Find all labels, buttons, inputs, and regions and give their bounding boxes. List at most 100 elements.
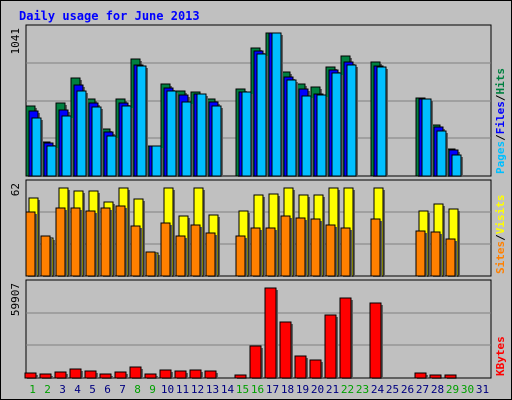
bar-highlight: [26, 374, 27, 377]
bar-highlight: [102, 209, 103, 275]
bar-highlight: [60, 111, 61, 175]
bar-pages-day-1: [31, 117, 43, 177]
bar-highlight: [183, 103, 184, 175]
bar-highlight: [258, 55, 259, 175]
bar-highlight: [285, 78, 286, 175]
day-label-21: 21: [326, 383, 339, 396]
bar-pages-day-24: [376, 66, 388, 177]
bar-body: [325, 224, 336, 277]
bar-kbytes-day-18: [279, 321, 293, 379]
day-label-17: 17: [266, 383, 279, 396]
bar-highlight: [138, 67, 139, 175]
bar-sites-day-13: [205, 232, 217, 277]
bar-body: [85, 210, 96, 277]
bar-pages-day-7: [121, 105, 133, 177]
max-label-middle: 62: [9, 183, 22, 196]
bar-highlight: [281, 323, 282, 377]
legend-pages: Pages: [494, 141, 507, 174]
day-label-1: 1: [29, 383, 36, 396]
bar-highlight: [240, 93, 241, 175]
bar-pages-day-3: [61, 115, 73, 177]
bar-pages-day-5: [91, 106, 103, 177]
bar-highlight: [162, 85, 163, 175]
bar-highlight: [312, 220, 313, 275]
legend-hits: Hits: [494, 68, 507, 95]
max-label-bottom: 59907: [9, 283, 22, 316]
bar-highlight: [318, 96, 319, 175]
bar-highlight: [57, 209, 58, 275]
bar-sites-day-21: [325, 224, 337, 277]
bar-highlight: [378, 68, 379, 175]
bar-highlight: [153, 147, 154, 175]
bar-sites-day-24: [370, 218, 382, 277]
bar-body: [250, 227, 261, 277]
bar-highlight: [117, 100, 118, 175]
bar-highlight: [243, 93, 244, 175]
legend-separator: /: [494, 234, 507, 241]
bar-highlight: [131, 368, 132, 377]
bar-sites-day-22: [340, 227, 352, 277]
bar-body: [414, 372, 427, 379]
bar-sites-day-2: [40, 235, 52, 277]
bar-body: [61, 115, 72, 177]
day-label-18: 18: [281, 383, 294, 396]
bar-body: [331, 72, 342, 177]
bar-highlight: [311, 361, 312, 377]
day-label-4: 4: [74, 383, 81, 396]
bar-highlight: [345, 63, 346, 175]
bar-highlight: [117, 207, 118, 275]
bar-highlight: [297, 219, 298, 275]
bar-body: [265, 227, 276, 277]
bar-body: [76, 90, 87, 177]
bar-highlight: [71, 370, 72, 377]
bar-sites-day-18: [280, 215, 292, 277]
bar-sites-day-27: [415, 230, 427, 277]
bar-body: [136, 65, 147, 177]
bar-highlight: [210, 103, 211, 175]
bar-kbytes-day-12: [189, 369, 203, 379]
bar-body: [129, 366, 142, 379]
bar-highlight: [252, 229, 253, 275]
bar-highlight: [236, 376, 237, 377]
legend-top: Pages/Files/Hits: [494, 68, 507, 174]
day-label-22: 22: [341, 383, 354, 396]
bar-body: [159, 369, 172, 379]
bar-highlight: [326, 316, 327, 377]
bar-sites-day-17: [265, 227, 277, 277]
bar-highlight: [57, 104, 58, 175]
bar-highlight: [120, 104, 121, 175]
bar-highlight: [101, 375, 102, 377]
day-label-24: 24: [371, 383, 385, 396]
day-label-13: 13: [206, 383, 219, 396]
bar-highlight: [177, 237, 178, 275]
bar-body: [151, 145, 162, 177]
bar-highlight: [195, 95, 196, 175]
bar-highlight: [30, 112, 31, 175]
bar-sites-day-8: [130, 225, 142, 277]
bar-highlight: [146, 375, 147, 377]
bar-highlight: [206, 372, 207, 377]
day-label-14: 14: [221, 383, 235, 396]
bar-highlight: [435, 128, 436, 175]
bar-kbytes-day-22: [339, 297, 353, 379]
bar-kbytes-day-8: [129, 366, 143, 379]
bar-highlight: [300, 90, 301, 175]
bar-highlight: [180, 96, 181, 175]
bar-kbytes-day-13: [204, 370, 218, 379]
day-label-10: 10: [161, 383, 174, 396]
bar-body: [121, 105, 132, 177]
bar-highlight: [288, 81, 289, 175]
bar-body: [339, 297, 352, 379]
bar-sites-day-11: [175, 235, 187, 277]
bar-body: [271, 32, 282, 177]
bar-body: [376, 66, 387, 177]
bar-highlight: [372, 63, 373, 175]
legend-separator: /: [494, 134, 507, 141]
bar-body: [130, 225, 141, 277]
bar-pages-day-12: [196, 93, 208, 177]
day-label-6: 6: [104, 383, 111, 396]
day-label-7: 7: [119, 383, 126, 396]
bar-highlight: [86, 372, 87, 377]
bar-kbytes-day-9: [144, 373, 158, 379]
